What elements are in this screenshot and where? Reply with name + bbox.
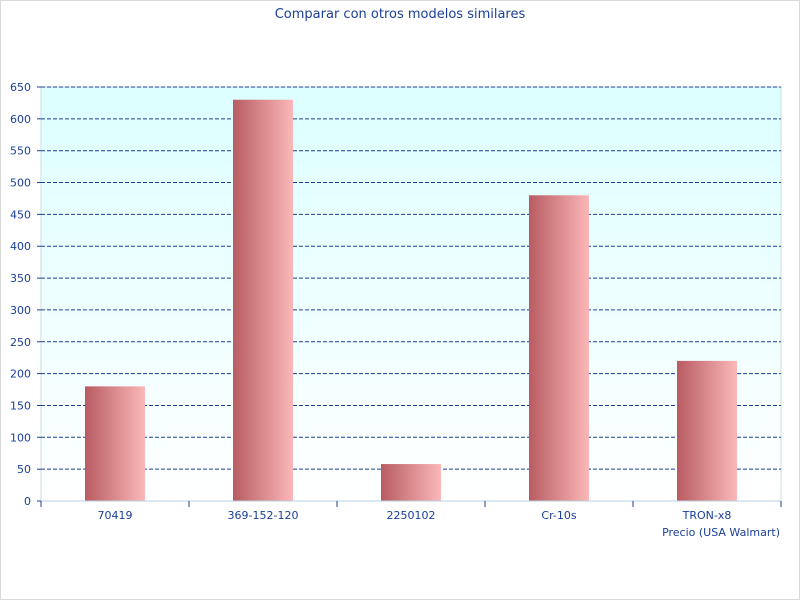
x-axis-title: Precio (USA Walmart) [662,526,780,539]
bar [233,99,293,501]
y-tick-label: 550 [10,145,31,158]
y-tick-label: 300 [10,304,31,317]
y-tick-label: 150 [10,399,31,412]
y-tick-label: 50 [17,463,31,476]
bar [85,386,145,501]
x-tick-label: 70419 [98,509,133,522]
bar-series [85,99,737,501]
y-tick-label: 650 [10,81,31,94]
y-tick-label: 450 [10,208,31,221]
y-tick-label: 250 [10,336,31,349]
plot-area [40,86,782,502]
y-tick-label: 100 [10,431,31,444]
x-tick-label: Cr-10s [541,509,576,522]
bar [529,195,589,501]
y-tick-label: 400 [10,240,31,253]
y-tick-label: 200 [10,368,31,381]
bar [381,464,441,501]
x-tick-label: 2250102 [387,509,436,522]
x-tick-label: TRON-x8 [682,509,732,522]
chart-title: Comparar con otros modelos similares [275,7,526,22]
y-tick-label: 350 [10,272,31,285]
y-tick-label: 500 [10,177,31,190]
x-axis: 70419 369-152-120 2250102 Cr-10s TRON-x8 [40,500,782,522]
bar [677,360,737,501]
y-tick-label: 600 [10,113,31,126]
y-axis: 0 50 100 150 200 250 300 350 400 450 500 550 600 650 [10,81,41,508]
y-tick-label: 0 [24,495,31,508]
gridlines [41,86,781,470]
x-tick-label: 369-152-120 [228,509,299,522]
